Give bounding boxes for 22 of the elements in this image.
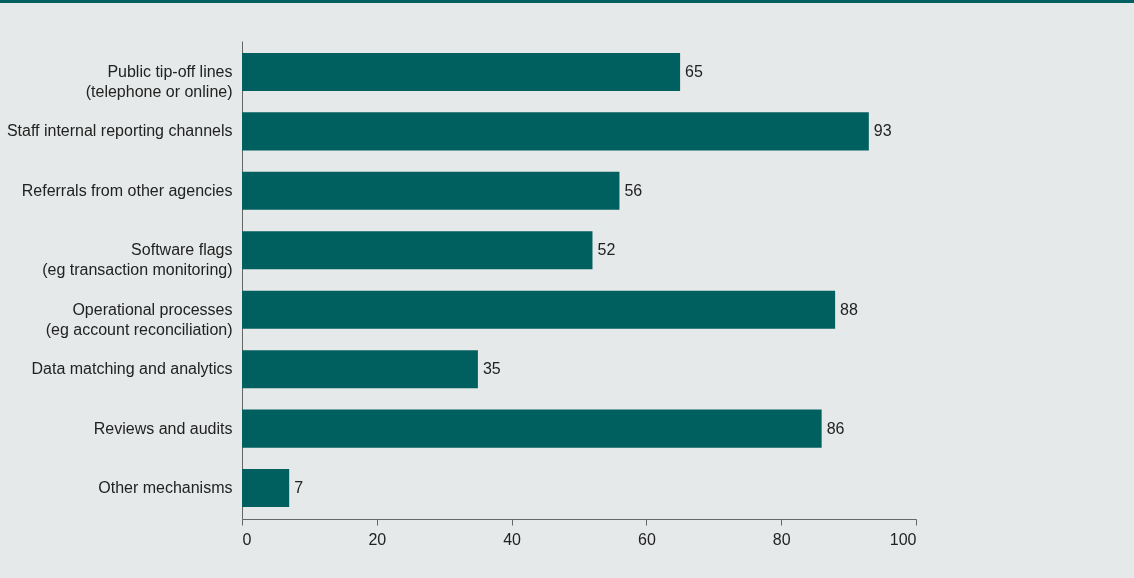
data-label: 7 (294, 479, 304, 497)
x-tick-label: 40 (503, 530, 522, 548)
x-tick-label: 80 (772, 530, 791, 548)
data-label: 93 (873, 122, 892, 140)
x-tick-label: 100 (889, 530, 917, 548)
y-tick-label: Data matching and analytics (31, 360, 233, 378)
y-tick-label: Public tip-off lines (telephone or online) (85, 62, 233, 100)
x-tick-label: 20 (368, 530, 387, 548)
data-label: 65 (685, 62, 703, 80)
y-tick-label: Other mechanisms (98, 479, 233, 497)
y-tick-label: Staff internal reporting channels (6, 122, 233, 140)
y-tick-label: Referrals from other agencies (21, 181, 233, 199)
data-label: 86 (826, 419, 845, 437)
data-label: 56 (624, 181, 643, 199)
data-label: 52 (597, 241, 616, 259)
y-tick-label: Reviews and audits (93, 419, 233, 437)
y-tick-label: Software flags (eg transaction monitoring) (42, 241, 233, 279)
x-tick-label: 0 (242, 530, 252, 548)
x-tick-label: 60 (638, 530, 656, 548)
data-label: 88 (840, 300, 859, 318)
y-tick-label: Operational processes (eg account reconciliation) (45, 300, 233, 338)
data-label: 35 (482, 360, 501, 378)
